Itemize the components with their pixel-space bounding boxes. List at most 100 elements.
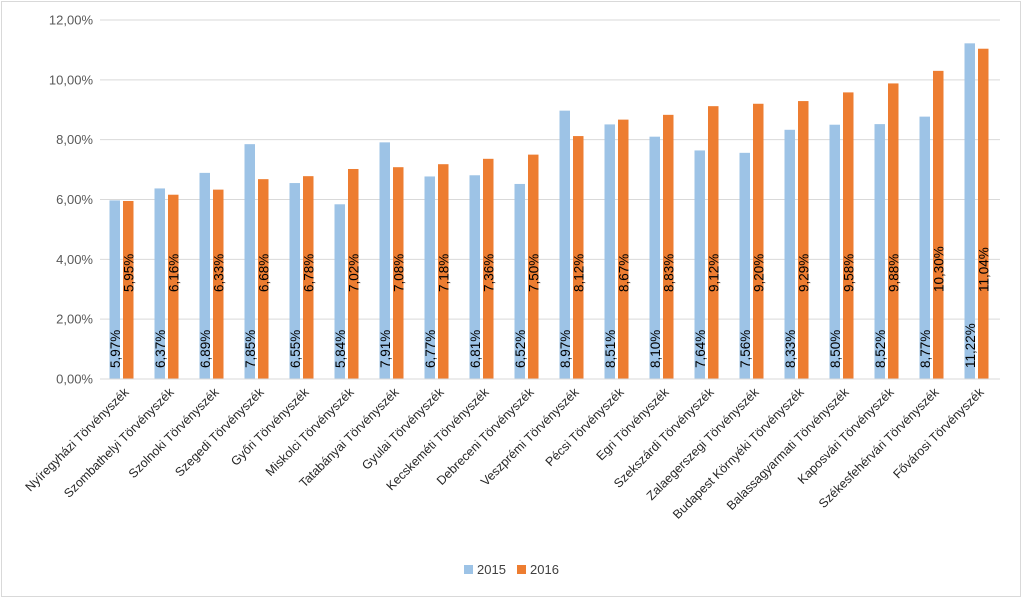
data-label-2016: 9,88% — [886, 254, 901, 292]
category-label: Szegedi Törvényszék — [172, 385, 267, 480]
y-axis: 0,00% 2,00% 4,00% 6,00% 8,00% 10,00% 12,00% — [49, 13, 94, 387]
legend-swatch-2015 — [464, 565, 473, 574]
bar-2015 — [244, 144, 255, 379]
bar-2016 — [573, 136, 584, 379]
bar-2016 — [168, 194, 179, 379]
data-label-2016: 7,18% — [436, 254, 451, 292]
bar-2016 — [348, 168, 359, 379]
bar-2016 — [213, 189, 224, 379]
bar-2016 — [888, 83, 899, 379]
bar-2016 — [258, 179, 269, 379]
data-label-2016: 10,30% — [931, 246, 946, 292]
category-label: Szolnoki Törvényszék — [126, 385, 222, 481]
data-label-2015: 6,77% — [423, 330, 438, 368]
data-label-2016: 7,50% — [526, 254, 541, 292]
bar-2016 — [933, 70, 944, 379]
data-label-2015: 8,97% — [558, 330, 573, 368]
y-tick-label: 6,00% — [56, 192, 93, 207]
bar-2016 — [123, 200, 134, 379]
data-label-2016: 7,08% — [391, 254, 406, 292]
bar-2016 — [393, 167, 404, 379]
category-label: Győri Törvényszék — [228, 385, 312, 469]
bars — [109, 43, 989, 380]
legend-swatch-2016 — [517, 565, 526, 574]
data-label-2016: 8,12% — [571, 254, 586, 292]
data-label-2015: 5,84% — [333, 330, 348, 368]
data-label-2016: 8,83% — [661, 254, 676, 292]
bar-2015 — [154, 188, 165, 379]
bar-2015 — [604, 124, 615, 379]
data-label-2015: 8,51% — [603, 330, 618, 368]
bar-2016 — [483, 158, 494, 379]
data-label-2016: 6,78% — [301, 254, 316, 292]
y-tick-label: 0,00% — [56, 372, 93, 387]
bar-2016 — [843, 92, 854, 380]
data-label-2015: 6,81% — [468, 330, 483, 368]
y-tick-label: 10,00% — [49, 72, 94, 87]
data-label-2015: 6,37% — [153, 330, 168, 368]
bar-2015 — [469, 175, 480, 379]
bar-2015 — [964, 43, 975, 380]
bar-2015 — [424, 176, 435, 379]
category-label: Miskolci Törvényszék — [263, 385, 357, 479]
category-label: Pécsi Törvényszék — [543, 385, 627, 469]
data-label-2015: 8,77% — [918, 330, 933, 368]
bar-2015 — [874, 124, 885, 379]
bar-2015 — [784, 129, 795, 379]
data-label-2015: 11,22% — [963, 323, 978, 368]
bar-2015 — [694, 150, 705, 379]
category-label: Gyulai Törvényszék — [359, 385, 447, 473]
bar-2016 — [303, 176, 314, 379]
bar-2015 — [739, 152, 750, 379]
data-label-2015: 7,64% — [693, 330, 708, 368]
bar-2016 — [708, 106, 719, 379]
data-label-2015: 8,10% — [648, 330, 663, 368]
data-label-2015: 6,52% — [513, 330, 528, 368]
bar-2016 — [978, 48, 989, 379]
data-label-2016: 8,67% — [616, 254, 631, 292]
bar-2015 — [559, 110, 570, 380]
bar-2016 — [663, 114, 674, 380]
legend-label-2015: 2015 — [477, 562, 506, 577]
data-label-2015: 6,55% — [288, 330, 303, 368]
data-label-2016: 11,04% — [976, 247, 991, 292]
bar-2015 — [379, 142, 390, 379]
legend: 2015 2016 — [464, 562, 559, 577]
data-label-2016: 6,33% — [211, 254, 226, 292]
bar-2015 — [829, 124, 840, 379]
data-label-2016: 9,29% — [796, 254, 811, 292]
y-tick-label: 4,00% — [56, 252, 93, 267]
data-label-2016: 6,68% — [256, 254, 271, 292]
data-label-2015: 5,97% — [108, 330, 123, 368]
data-label-2015: 7,56% — [738, 330, 753, 368]
bar-2016 — [618, 119, 629, 379]
data-label-2016: 5,95% — [121, 254, 136, 292]
bar-2016 — [528, 154, 539, 379]
legend-label-2016: 2016 — [530, 562, 559, 577]
category-label: Fővárosi Törvényszék — [890, 385, 987, 482]
data-label-2015: 8,50% — [828, 330, 843, 368]
data-label-2015: 7,85% — [243, 330, 258, 368]
data-label-2015: 8,52% — [873, 330, 888, 368]
bar-2015 — [514, 183, 525, 379]
gridlines — [100, 19, 1000, 380]
data-label-2016: 6,16% — [166, 254, 181, 292]
bar-2015 — [649, 136, 660, 379]
y-tick-label: 2,00% — [56, 312, 93, 327]
bar-2015 — [199, 172, 210, 379]
data-label-2016: 7,02% — [346, 254, 361, 292]
y-tick-label: 8,00% — [56, 132, 93, 147]
bar-2015 — [334, 204, 345, 379]
bar-2016 — [798, 101, 809, 380]
data-label-2016: 7,36% — [481, 254, 496, 292]
bar-2015 — [109, 200, 120, 379]
data-label-2016: 9,20% — [751, 254, 766, 292]
bar-2015 — [289, 183, 300, 379]
bar-2015 — [919, 116, 930, 380]
data-labels: 5,97% 5,95% 6,37% 6,16% 6,89% 6,33% 7,85% 6,68%… — [108, 246, 992, 368]
y-tick-label: 12,00% — [49, 13, 94, 28]
bar-2016 — [753, 103, 764, 380]
